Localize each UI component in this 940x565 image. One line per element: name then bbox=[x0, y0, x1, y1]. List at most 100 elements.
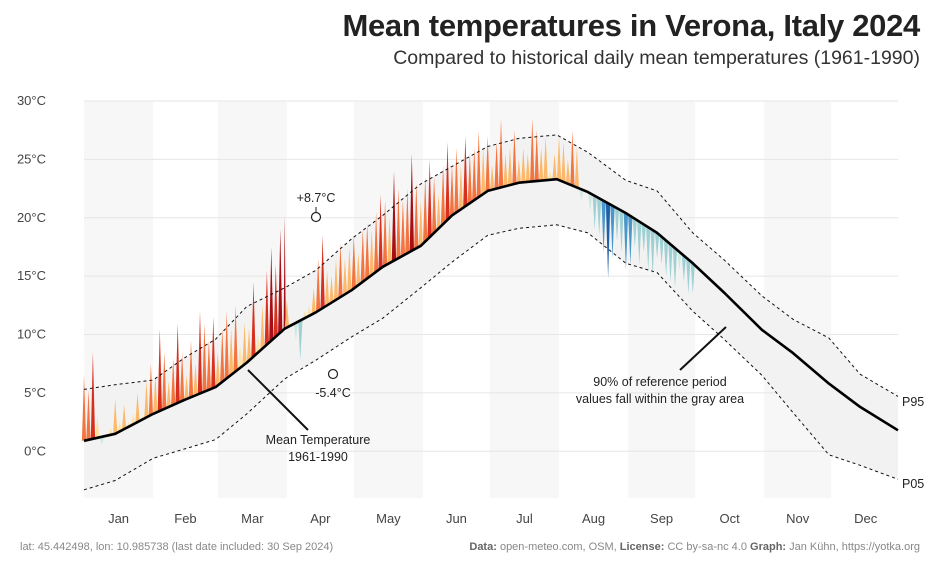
y-tick-label: 0°C bbox=[24, 443, 46, 458]
deviation-spike bbox=[663, 240, 669, 277]
deviation-spike bbox=[476, 130, 481, 197]
footer-location: lat: 45.442498, lon: 10.985738 (last dat… bbox=[20, 541, 334, 553]
footer-data-label: Data: bbox=[469, 541, 497, 553]
deviation-spike bbox=[251, 282, 256, 357]
deviation-spike bbox=[445, 141, 450, 220]
p05-line bbox=[83, 224, 899, 491]
deviation-spike bbox=[171, 357, 176, 405]
deviation-spike bbox=[655, 232, 660, 259]
deviation-spike bbox=[135, 392, 140, 423]
month-label: Apr bbox=[310, 511, 331, 526]
deviation-spike bbox=[458, 165, 463, 210]
deviation-spike bbox=[525, 153, 530, 182]
band-label-line2: values fall within the gray area bbox=[576, 392, 744, 406]
deviation-spike bbox=[108, 427, 113, 435]
deviation-spike bbox=[278, 229, 283, 333]
annotations: +8.7°C -5.4°C Mean Temperature 1961-1990… bbox=[247, 191, 924, 491]
p05-label: P05 bbox=[902, 477, 924, 491]
min-label: -5.4°C bbox=[315, 386, 351, 400]
month-label: May bbox=[376, 511, 401, 526]
deviation-spike bbox=[405, 188, 410, 254]
deviation-spike bbox=[99, 436, 104, 446]
deviation-spike bbox=[298, 320, 303, 361]
deviation-spike bbox=[220, 328, 225, 382]
deviation-spike bbox=[264, 270, 269, 345]
y-tick-label: 10°C bbox=[17, 327, 46, 342]
deviation-spike bbox=[351, 235, 356, 289]
deviation-spike bbox=[238, 346, 243, 368]
deviation-spike bbox=[206, 340, 211, 390]
deviation-spike bbox=[202, 322, 207, 392]
deviation-spike bbox=[255, 334, 261, 353]
deviation-spike bbox=[414, 182, 419, 249]
deviation-spike bbox=[449, 165, 455, 216]
deviation-spike bbox=[396, 188, 401, 259]
deviation-spike bbox=[659, 236, 664, 265]
deviation-spike bbox=[211, 317, 216, 388]
deviation-spike bbox=[605, 203, 611, 279]
deviation-spike bbox=[369, 229, 374, 276]
deviation-spike bbox=[233, 305, 238, 372]
deviation-spike bbox=[570, 130, 575, 186]
deviation-spike bbox=[552, 153, 557, 180]
month-label: Jul bbox=[516, 511, 533, 526]
deviation-spike bbox=[148, 363, 153, 416]
deviation-spike bbox=[539, 147, 544, 181]
deviation-spike bbox=[556, 136, 562, 181]
footer-credits: Data: open-meteo.com, OSM, License: CC b… bbox=[469, 541, 920, 553]
month-label: Nov bbox=[786, 511, 810, 526]
deviation-spike bbox=[681, 255, 686, 282]
deviation-spike bbox=[521, 147, 526, 183]
mean-label-line2: 1961-1990 bbox=[288, 450, 348, 464]
deviation-spike bbox=[418, 200, 423, 246]
deviation-spike bbox=[162, 352, 167, 409]
mean-line bbox=[83, 177, 899, 443]
chart-title: Mean temperatures in Verona, Italy 2024 bbox=[342, 8, 920, 43]
deviation-spike bbox=[180, 352, 185, 401]
deviation-spike bbox=[320, 235, 325, 309]
deviation-spike bbox=[197, 311, 203, 394]
month-label: Sep bbox=[650, 511, 673, 526]
deviation-spike bbox=[229, 328, 234, 375]
deviation-spike bbox=[360, 229, 365, 282]
deviation-spike bbox=[516, 159, 521, 183]
deviation-spike bbox=[548, 171, 553, 180]
reference-band-area bbox=[84, 134, 898, 490]
footer-license-label: License: bbox=[619, 541, 665, 553]
month-label: Feb bbox=[174, 511, 196, 526]
deviation-spike bbox=[690, 263, 695, 294]
deviation-spike bbox=[543, 136, 548, 181]
deviation-spike bbox=[307, 305, 312, 316]
deviation-spike bbox=[481, 147, 486, 194]
month-label: Aug bbox=[582, 511, 605, 526]
max-label: +8.7°C bbox=[297, 191, 336, 205]
deviation-spike bbox=[440, 165, 446, 225]
deviation-spike bbox=[130, 413, 136, 425]
deviation-spike bbox=[260, 305, 265, 349]
y-tick-label: 30°C bbox=[17, 93, 46, 108]
deviation-spike bbox=[507, 147, 513, 186]
deviation-spike bbox=[672, 248, 678, 288]
deviation-spike bbox=[490, 165, 495, 190]
deviation-spike bbox=[324, 270, 330, 306]
reference-lines bbox=[83, 134, 899, 491]
deviation-spike bbox=[400, 200, 406, 256]
reference-band bbox=[84, 134, 898, 490]
deviation-spike bbox=[423, 176, 428, 242]
y-tick-label: 5°C bbox=[24, 385, 46, 400]
deviation-spike bbox=[641, 224, 646, 253]
deviation-spike bbox=[565, 159, 571, 184]
deviation-spike bbox=[436, 194, 441, 229]
min-marker bbox=[327, 368, 339, 380]
deviation-spike bbox=[463, 136, 468, 207]
deviation-spike bbox=[632, 218, 637, 247]
month-label: Mar bbox=[241, 511, 264, 526]
deviation-spike bbox=[283, 215, 286, 329]
deviation-spike bbox=[378, 194, 383, 269]
deviation-spike bbox=[144, 381, 149, 418]
deviation-spike bbox=[113, 398, 118, 434]
deviation-spike bbox=[637, 221, 642, 265]
deviation-spike bbox=[646, 227, 651, 271]
deviation-spike bbox=[677, 251, 682, 271]
